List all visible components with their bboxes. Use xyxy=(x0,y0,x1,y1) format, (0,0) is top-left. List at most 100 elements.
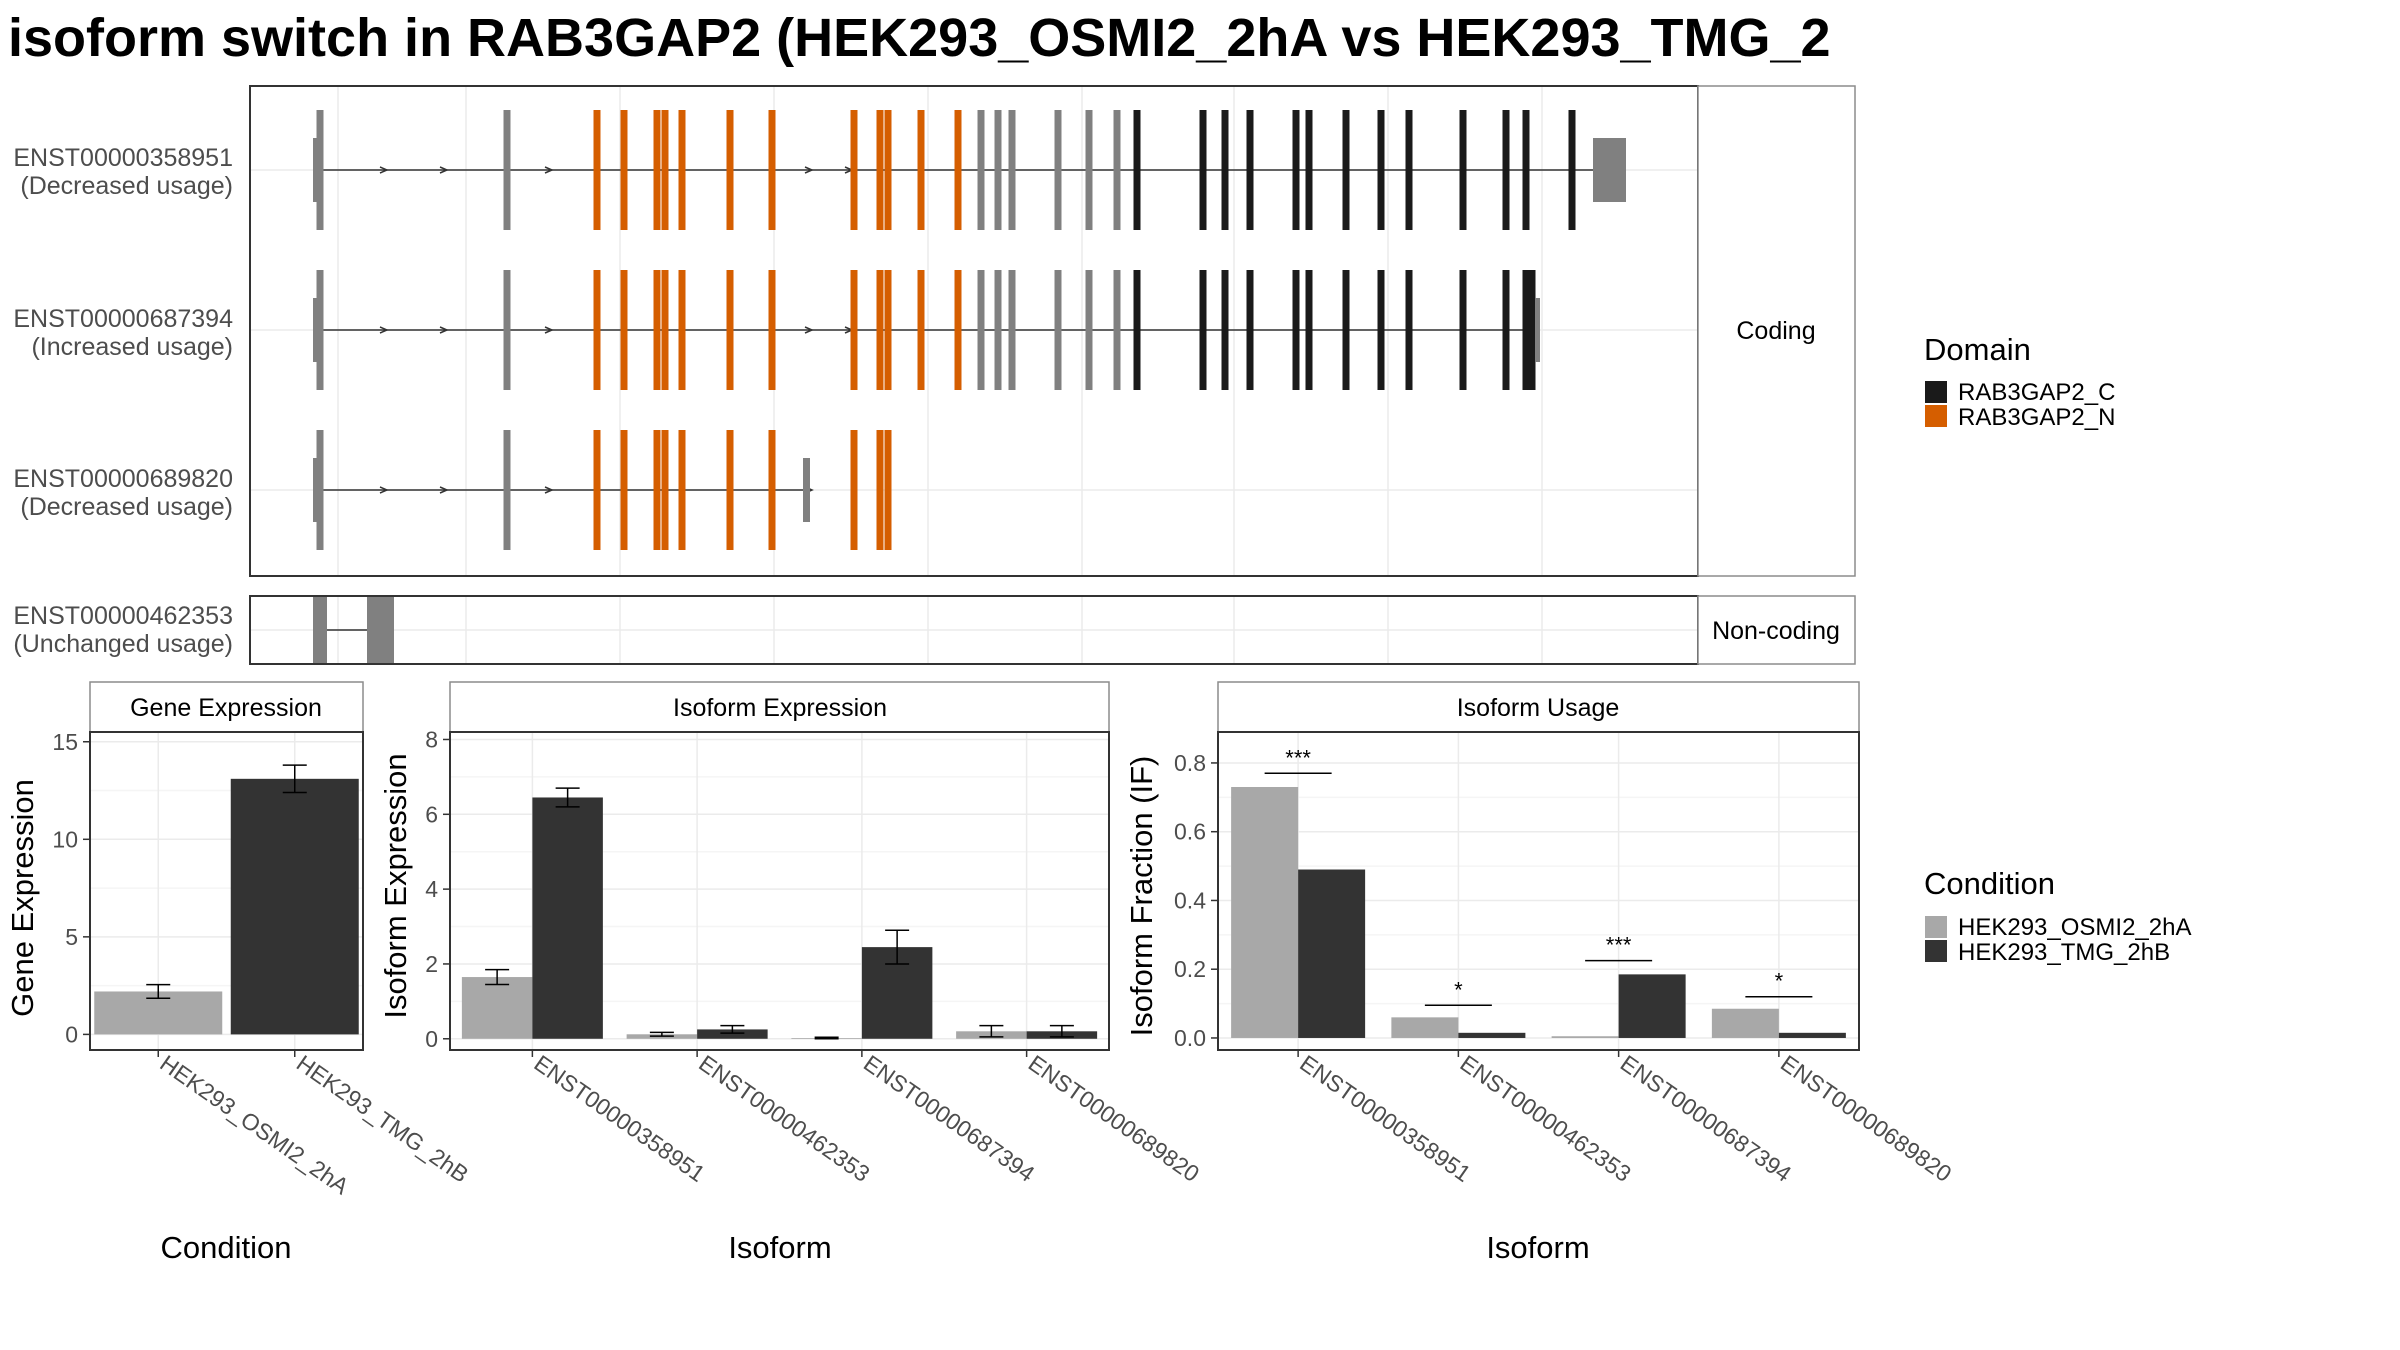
x-tick-label: ENST00000358951 xyxy=(530,1050,710,1187)
exon-rab3gap2-c xyxy=(1221,270,1229,390)
isoform-usage-y-axis: 0.0 0.2 0.4 0.6 0.8 xyxy=(1174,750,1218,1051)
strand-arrow xyxy=(544,326,554,334)
exon-rab3gap2-n xyxy=(653,110,661,230)
significance-label: *** xyxy=(1285,745,1311,770)
strand-arrow xyxy=(379,326,389,334)
isoform-usage-chart: Isoform Usage Isoform Isoform Fraction (… xyxy=(1124,681,1956,1265)
y-tick-label: 4 xyxy=(425,876,438,902)
exon-rab3gap2-n xyxy=(768,110,776,230)
exon-rab3gap2-n xyxy=(726,270,734,390)
exon-rab3gap2-c xyxy=(1459,110,1467,230)
coding-panel xyxy=(250,86,1698,576)
exon xyxy=(316,110,324,230)
isoform-usage-x-axis: ENST00000358951ENST00000462353ENST000006… xyxy=(1295,1050,1956,1187)
x-tick-label: ENST00000358951 xyxy=(1295,1050,1475,1187)
exon xyxy=(1085,270,1093,390)
isoform-expression-ylabel: Isoform Expression xyxy=(378,753,413,1018)
legend-label-rab3gap2-c: RAB3GAP2_C xyxy=(1958,379,2115,406)
y-tick-label: 0 xyxy=(425,1026,438,1052)
isoform-expression-xlabel: Isoform xyxy=(728,1230,831,1265)
significance-label: * xyxy=(1454,977,1463,1002)
exon-rab3gap2-c xyxy=(1405,110,1413,230)
exon-rab3gap2-n xyxy=(726,110,734,230)
exon xyxy=(1054,270,1062,390)
exon-rab3gap2-n xyxy=(884,430,892,550)
isoform-expression-errorbar xyxy=(720,1024,745,1034)
isoform-expression-errorbar xyxy=(1049,1024,1074,1038)
condition-legend: Condition HEK293_OSMI2_2hA HEK293_TMG_2h… xyxy=(1924,866,2191,966)
isoform-expression-errorbar xyxy=(979,1024,1004,1038)
domain-legend-title: Domain xyxy=(1924,332,2031,367)
y-tick-label: 6 xyxy=(425,801,438,827)
exon-rab3gap2-c xyxy=(1528,270,1536,390)
transcript-label-2-id: ENST00000687394 xyxy=(13,305,233,333)
isoform-usage-bar xyxy=(1551,1036,1619,1038)
transcript-model-2 xyxy=(313,270,1540,390)
y-tick-label: 0.0 xyxy=(1174,1025,1206,1051)
transcript-model-1 xyxy=(313,110,1626,230)
exon-rab3gap2-n xyxy=(726,430,734,550)
y-tick-label: 0.2 xyxy=(1174,956,1206,982)
y-tick-label: 10 xyxy=(52,826,78,852)
gene-expression-y-axis: 0 5 10 15 xyxy=(52,729,90,1047)
strand-arrow xyxy=(379,166,389,174)
exon-rab3gap2-n xyxy=(876,110,884,230)
exon-rab3gap2-n xyxy=(653,430,661,550)
isoform-usage-significance: * xyxy=(1424,977,1492,1007)
isoform-expression-strip xyxy=(449,681,1110,733)
transcript-model-4 xyxy=(313,596,394,664)
exon-rab3gap2-n xyxy=(653,270,661,390)
figure-title: isoform switch in RAB3GAP2 (HEK293_OSMI2… xyxy=(8,8,1831,68)
gene-expression-panel-border xyxy=(89,731,364,1051)
isoform-usage-xlabel: Isoform xyxy=(1486,1230,1589,1265)
isoform-expression-y-axis: 0 2 4 6 8 xyxy=(425,726,450,1052)
gene-expression-errorbar xyxy=(146,983,171,1000)
gene-expression-bar xyxy=(230,778,359,1035)
exon-rab3gap2-n xyxy=(850,430,858,550)
isoform-usage-panel-border xyxy=(1217,731,1860,1051)
isoform-expression-errorbar xyxy=(485,968,510,986)
strand-arrow xyxy=(544,166,554,174)
isoform-expression-bars xyxy=(461,787,1098,1040)
y-tick-label: 2 xyxy=(425,951,438,977)
isoform-expression-bar xyxy=(697,1029,768,1039)
domain-legend: Domain RAB3GAP2_C RAB3GAP2_N xyxy=(1924,332,2115,431)
isoform-expression-title: Isoform Expression xyxy=(673,694,887,722)
exon xyxy=(503,430,511,550)
transcript-model-3 xyxy=(313,430,892,550)
strand-arrow xyxy=(439,486,449,494)
transcript-label-4-id: ENST00000462353 xyxy=(13,602,233,630)
exon xyxy=(1054,110,1062,230)
coding-strip xyxy=(1697,85,1856,577)
exon-rab3gap2-c xyxy=(1342,110,1350,230)
legend-swatch-rab3gap2-n xyxy=(1925,405,1947,427)
isoform-usage-bar xyxy=(1618,974,1686,1038)
y-tick-label: 0.8 xyxy=(1174,750,1206,776)
exon-rab3gap2-n xyxy=(876,430,884,550)
exon xyxy=(977,110,985,230)
transcript-label-2-usage: (Increased usage) xyxy=(31,333,233,361)
isoform-expression-x-axis: ENST00000358951ENST00000462353ENST000006… xyxy=(530,1050,1205,1187)
exon-rab3gap2-c xyxy=(1199,270,1207,390)
exon xyxy=(367,596,394,664)
transcript-models xyxy=(313,110,1626,664)
gene-expression-title: Gene Expression xyxy=(130,694,322,722)
isoform-expression-chart: Isoform Expression Isoform Isoform Expre… xyxy=(378,681,1205,1265)
exon-rab3gap2-n xyxy=(954,270,962,390)
exon-rab3gap2-c xyxy=(1292,110,1300,230)
gene-expression-xlabel: Condition xyxy=(161,1230,292,1265)
exon-rab3gap2-n xyxy=(678,430,686,550)
isoform-expression-errorbar xyxy=(814,1036,839,1040)
exon-rab3gap2-n xyxy=(850,110,858,230)
exon-rab3gap2-n xyxy=(884,110,892,230)
strand-arrow xyxy=(804,326,814,334)
exon-rab3gap2-n xyxy=(661,110,669,230)
exon-rab3gap2-c xyxy=(1377,270,1385,390)
transcript-label-3-usage: (Decreased usage) xyxy=(20,493,233,521)
exon-rab3gap2-n xyxy=(678,270,686,390)
y-tick-label: 0.6 xyxy=(1174,819,1206,845)
exon-rab3gap2-n xyxy=(917,270,925,390)
gene-expression-errorbar xyxy=(282,764,307,794)
isoform-expression-errorbar xyxy=(555,787,580,808)
